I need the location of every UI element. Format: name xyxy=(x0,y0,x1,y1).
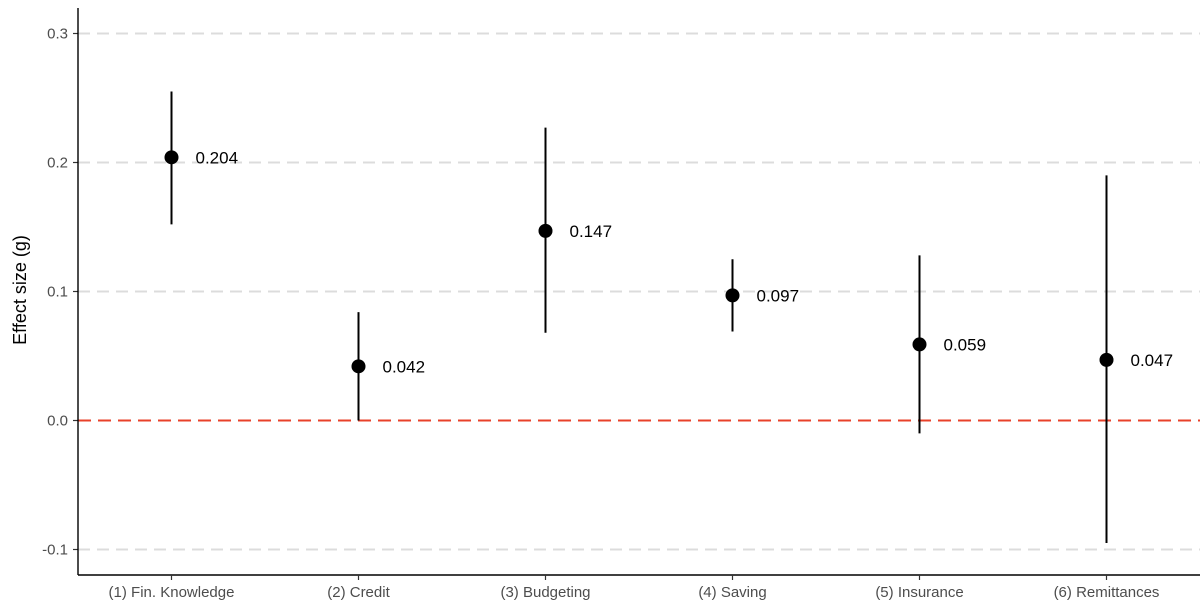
x-tick-label: (1) Fin. Knowledge xyxy=(109,584,235,601)
axes xyxy=(73,8,1200,580)
x-tick-label: (6) Remittances xyxy=(1054,584,1160,601)
data-point xyxy=(351,359,366,374)
value-label: 0.097 xyxy=(757,286,800,305)
gridlines xyxy=(78,32,1200,551)
data-point xyxy=(725,288,740,303)
value-label: 0.047 xyxy=(1131,351,1174,370)
value-label: 0.204 xyxy=(196,148,239,167)
x-tick-label: (2) Credit xyxy=(327,584,390,601)
tick-labels: -0.1 0.0 0.1 0.2 0.3 (1) Fin. Knowledge (2) Cr… xyxy=(42,26,1159,602)
x-tick-label: (5) Insurance xyxy=(875,584,963,601)
y-tick-label: -0.1 xyxy=(42,542,68,559)
y-tick-label: 0.0 xyxy=(47,413,68,430)
data-point xyxy=(1099,352,1114,367)
value-label: 0.042 xyxy=(383,357,426,376)
value-label: 0.059 xyxy=(944,335,987,354)
y-tick-label: 0.1 xyxy=(47,284,68,301)
y-tick-label: 0.2 xyxy=(47,155,68,172)
data-point xyxy=(912,337,927,352)
data-point xyxy=(538,223,553,238)
y-axis-title: Effect size (g) xyxy=(10,235,30,345)
data-point xyxy=(164,150,179,165)
point-estimates xyxy=(164,150,1114,374)
value-labels: 0.204 0.042 0.147 0.097 0.059 0.047 xyxy=(196,148,1174,376)
x-tick-label: (4) Saving xyxy=(698,584,766,601)
error-bars xyxy=(170,91,1108,544)
y-tick-label: 0.3 xyxy=(47,26,68,43)
value-label: 0.147 xyxy=(570,222,613,241)
x-tick-label: (3) Budgeting xyxy=(500,584,590,601)
